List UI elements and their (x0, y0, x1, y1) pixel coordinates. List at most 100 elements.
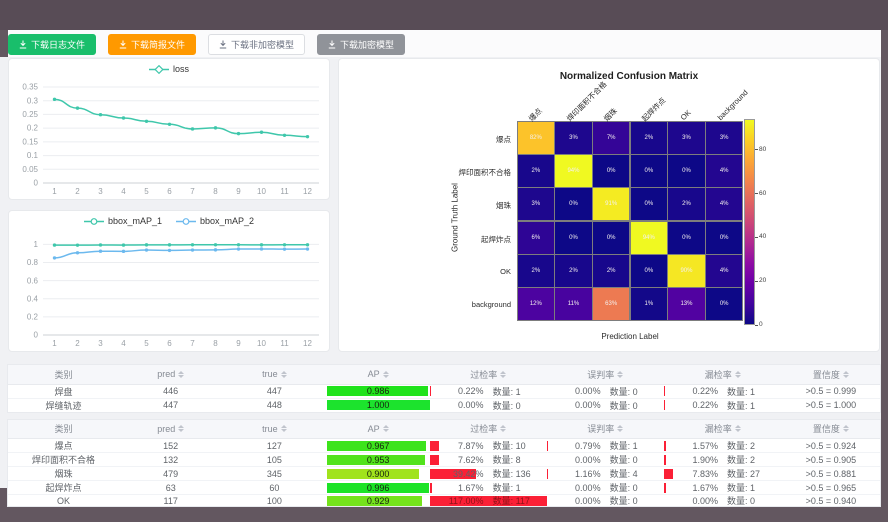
matrix-cell: 0% (630, 188, 668, 221)
rate-value: 1.67% (692, 482, 719, 493)
cell-confidence: >0.5 = 0.905 (781, 452, 880, 467)
download-plain-model-button[interactable]: 下载非加密模型 (208, 33, 306, 55)
sort-icon[interactable] (178, 425, 185, 433)
matrix-cell: 82% (517, 121, 555, 154)
matrix-cell-value: 0% (719, 301, 729, 308)
column-header-pred[interactable]: pred (119, 419, 223, 439)
matrix-cell: 3% (517, 188, 555, 221)
matrix-cell-value: 2% (531, 167, 541, 174)
legend-item-bbox_mAP_2[interactable]: bbox_mAP_2 (176, 216, 254, 226)
svg-text:10: 10 (257, 339, 266, 348)
cell-class-name: 爆点 (8, 438, 120, 453)
download-icon (219, 40, 227, 49)
matrix-cell-value: 4% (719, 267, 729, 274)
svg-text:11: 11 (280, 187, 289, 196)
matrix-cell: 2% (517, 254, 555, 288)
sort-icon[interactable] (617, 370, 624, 378)
matrix-cell: 0% (592, 221, 630, 254)
window-top-frame (0, 0, 888, 30)
column-header-误判率[interactable]: 误判率 (546, 419, 664, 439)
cell-miss-rate: 0.22% 数量: 1 (663, 384, 782, 399)
table-row: 爆点 152 127 0.967 7.87% 数量: 10 0.79% 数量: 1 1.57% 数… (8, 438, 880, 453)
sort-icon[interactable] (617, 425, 624, 433)
sort-icon[interactable] (734, 425, 741, 433)
svg-text:6: 6 (167, 339, 172, 348)
svg-text:0.2: 0.2 (27, 312, 39, 321)
confusion-matrix-card: Normalized Confusion Matrix Ground Truth… (338, 58, 880, 352)
rate-bar (429, 482, 432, 493)
svg-text:4: 4 (121, 187, 126, 196)
cell-confidence: >0.5 = 1.000 (805, 400, 857, 410)
column-header-true[interactable]: true (222, 365, 327, 385)
sort-icon[interactable] (500, 370, 507, 378)
rate-count: 数量: 1 (727, 483, 756, 493)
column-header-label: 漏检率 (704, 424, 732, 435)
cell-confidence: >0.5 = 0.965 (781, 480, 880, 495)
column-header-label: 置信度 (812, 424, 840, 435)
column-header-过检率[interactable]: 过检率 (429, 365, 547, 385)
matrix-cell-value: 3% (531, 201, 541, 208)
matrix-cell: 94% (555, 154, 592, 188)
sort-icon[interactable] (280, 370, 287, 378)
column-header-AP[interactable]: AP (326, 365, 430, 385)
cell-ap: 0.986 (326, 384, 430, 399)
sort-icon[interactable] (382, 370, 389, 378)
svg-text:0.2: 0.2 (27, 124, 39, 133)
matrix-cell-value: 3% (719, 134, 729, 141)
matrix-row-label: background (471, 300, 511, 310)
matrix-cell-value: 0% (569, 201, 578, 208)
sort-icon[interactable] (178, 370, 185, 378)
legend-item-bbox_mAP_1[interactable]: bbox_mAP_1 (83, 216, 162, 226)
column-header-漏检率[interactable]: 漏检率 (663, 419, 782, 439)
rate-value: 0.00% (458, 400, 484, 410)
matrix-cell-value: 1% (644, 301, 654, 308)
cell-pred: 63 (119, 480, 223, 495)
cell-over-detection-rate: 7.62% 数量: 8 (429, 452, 547, 467)
svg-text:0.05: 0.05 (22, 165, 38, 174)
sort-icon[interactable] (842, 370, 849, 378)
matrix-row-label: OK (500, 267, 511, 276)
map-chart-legend: bbox_mAP_1 bbox_mAP_2 (9, 216, 329, 226)
rate-bar (429, 386, 432, 396)
column-header-label: 类别 (54, 369, 73, 380)
sort-icon[interactable] (280, 425, 287, 433)
table-row: 起焊炸点 63 60 0.996 1.67% 数量: 1 0.00% 数量: 0 1.67% 数量… (8, 480, 880, 495)
download-report-button[interactable]: 下载简报文件 (108, 33, 197, 55)
cell-confidence: >0.5 = 0.940 (805, 495, 857, 506)
svg-text:12: 12 (303, 187, 312, 196)
cell-misjudge-rate: 1.16% 数量: 4 (546, 466, 664, 481)
column-header-pred[interactable]: pred (119, 365, 223, 385)
matrix-cell-value: 91% (605, 201, 618, 208)
svg-text:3: 3 (98, 187, 103, 196)
map-line-chart: 00.20.40.60.811 2 3 4 5 6 7 8 9 10 11 12 (27, 240, 319, 348)
sort-icon[interactable] (842, 425, 849, 433)
colorbar-tick-label: 40 (759, 233, 767, 241)
legend-item-loss[interactable]: loss (148, 64, 189, 74)
svg-text:0.3: 0.3 (27, 96, 39, 105)
sort-icon[interactable] (382, 425, 389, 433)
rate-value: 1.16% (575, 468, 601, 479)
rate-bar (546, 468, 549, 479)
download-encrypted-model-button[interactable]: 下载加密模型 (317, 33, 406, 55)
sort-icon[interactable] (500, 425, 507, 433)
column-header-置信度[interactable]: 置信度 (781, 419, 880, 439)
column-header-过检率[interactable]: 过检率 (429, 419, 547, 439)
download-icon (328, 40, 336, 49)
matrix-cell-value: 6% (531, 234, 541, 241)
column-header-置信度[interactable]: 置信度 (781, 365, 880, 385)
svg-text:2: 2 (75, 339, 80, 348)
column-header-AP[interactable]: AP (326, 419, 430, 439)
column-header-漏检率[interactable]: 漏检率 (663, 365, 782, 385)
sort-icon[interactable] (734, 370, 741, 378)
matrix-row-label: 焊印面积不合格 (458, 168, 512, 177)
download-log-button[interactable]: 下载日志文件 (8, 33, 97, 55)
column-header-误判率[interactable]: 误判率 (546, 365, 664, 385)
confusion-matrix-grid: 82% 3% 7% 2% 3% 3% 2% 94% 0% 0% 0% 4% 3% 0% 91% 0% 2% 4% 6… (517, 121, 743, 321)
ap-bar (326, 400, 430, 410)
colorbar-tick (755, 280, 758, 282)
rate-bar (663, 482, 666, 493)
matrix-cell: 2% (592, 254, 630, 288)
column-header-true[interactable]: true (222, 419, 327, 439)
svg-text:0.35: 0.35 (22, 83, 38, 92)
